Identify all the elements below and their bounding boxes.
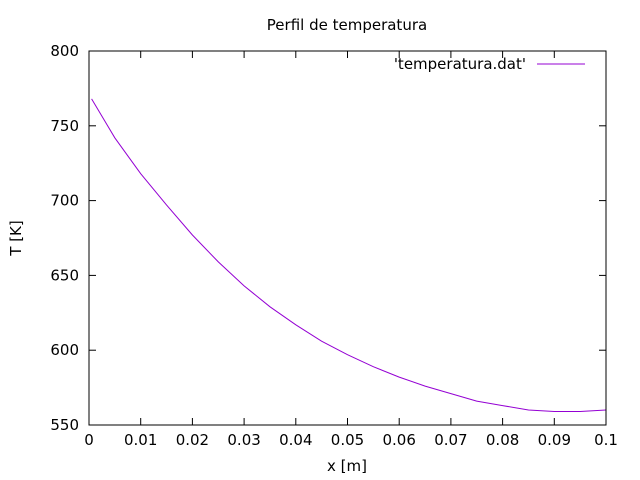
x-axis-label: x [m] (327, 457, 367, 475)
series-line-temperatura (91, 98, 607, 412)
x-tick-label: 0.06 (382, 431, 415, 449)
x-tick-label: 0.1 (594, 431, 618, 449)
y-tick-label: 600 (50, 341, 79, 359)
x-tick-label: 0.04 (279, 431, 312, 449)
y-tick-label: 550 (50, 416, 79, 434)
axis-ticks: 0 0.01 0.02 0.03 0.04 0.05 0.06 0.07 0.08 0.09 0.1… (50, 42, 618, 449)
y-tick-label: 700 (50, 192, 79, 210)
y-tick-label: 650 (50, 266, 79, 284)
legend: 'temperatura.dat' (394, 55, 585, 73)
chart-title: Perfil de temperatura (267, 16, 427, 34)
x-tick-label: 0.01 (124, 431, 157, 449)
x-tick-label: 0.07 (434, 431, 467, 449)
x-tick-label: 0.08 (486, 431, 519, 449)
y-tick-label: 750 (50, 117, 79, 135)
x-tick-label: 0 (84, 431, 94, 449)
plot-frame (88, 50, 607, 426)
x-tick-label: 0.09 (538, 431, 571, 449)
x-tick-label: 0.05 (331, 431, 364, 449)
legend-label: 'temperatura.dat' (394, 55, 526, 73)
series-layer (91, 98, 607, 412)
y-axis-label: T [K] (7, 220, 25, 256)
y-tick-label: 800 (50, 42, 79, 60)
x-tick-label: 0.02 (176, 431, 209, 449)
x-tick-label: 0.03 (227, 431, 260, 449)
